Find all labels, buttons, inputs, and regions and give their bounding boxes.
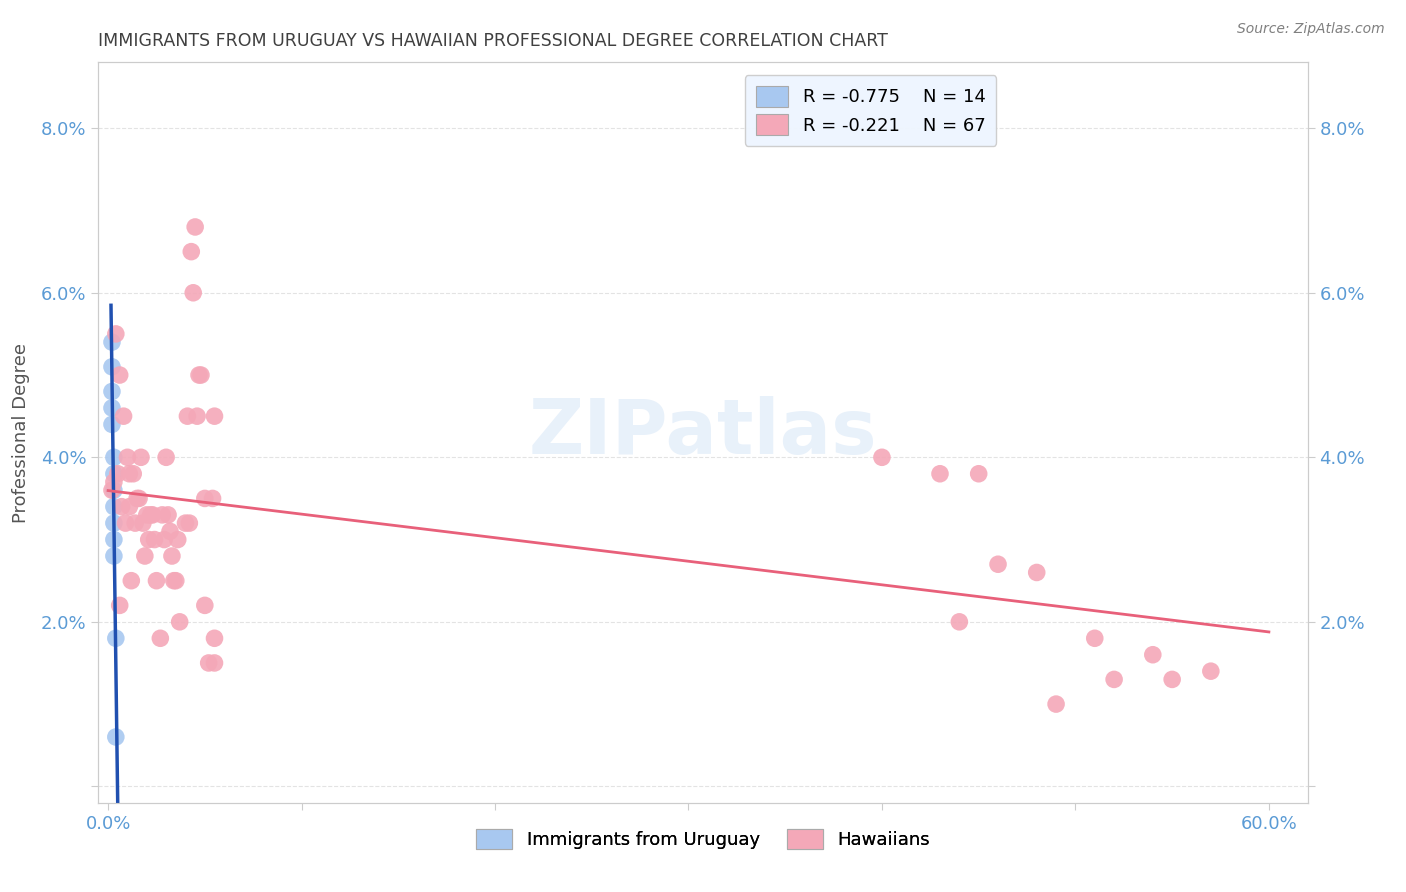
Point: [204, 656, 226, 670]
Point: [103, 467, 125, 481]
Point: [929, 467, 952, 481]
Point: [204, 632, 226, 646]
Point: [108, 368, 131, 382]
Point: [135, 508, 157, 522]
Point: [128, 491, 150, 506]
Point: [180, 244, 202, 259]
Point: [103, 475, 125, 489]
Point: [124, 516, 146, 530]
Point: [160, 549, 183, 563]
Point: [190, 368, 212, 382]
Point: [117, 450, 139, 465]
Legend: Immigrants from Uruguay, Hawaiians: Immigrants from Uruguay, Hawaiians: [468, 822, 938, 856]
Point: [122, 467, 145, 481]
Point: [169, 615, 191, 629]
Point: [948, 615, 970, 629]
Point: [179, 516, 201, 530]
Point: [165, 574, 187, 588]
Point: [186, 409, 208, 424]
Point: [1102, 673, 1125, 687]
Point: [139, 508, 162, 522]
Y-axis label: Professional Degree: Professional Degree: [11, 343, 30, 523]
Point: [1199, 664, 1222, 678]
Point: [101, 401, 124, 415]
Point: [134, 549, 156, 563]
Point: [143, 533, 166, 547]
Point: [150, 508, 173, 522]
Point: [174, 516, 197, 530]
Point: [103, 483, 125, 498]
Point: [1025, 566, 1047, 580]
Point: [1161, 673, 1184, 687]
Point: [197, 656, 219, 670]
Point: [1045, 697, 1067, 711]
Point: [103, 549, 125, 563]
Point: [103, 500, 125, 514]
Text: Source: ZipAtlas.com: Source: ZipAtlas.com: [1237, 22, 1385, 37]
Text: ZIPatlas: ZIPatlas: [529, 396, 877, 469]
Text: IMMIGRANTS FROM URUGUAY VS HAWAIIAN PROFESSIONAL DEGREE CORRELATION CHART: IMMIGRANTS FROM URUGUAY VS HAWAIIAN PROF…: [98, 32, 889, 50]
Point: [101, 359, 124, 374]
Point: [194, 491, 217, 506]
Point: [1084, 632, 1107, 646]
Point: [159, 524, 181, 539]
Point: [967, 467, 990, 481]
Point: [104, 632, 127, 646]
Point: [127, 491, 149, 506]
Point: [194, 599, 217, 613]
Point: [103, 533, 125, 547]
Point: [153, 533, 176, 547]
Point: [870, 450, 893, 465]
Point: [103, 516, 125, 530]
Point: [118, 500, 141, 514]
Point: [107, 467, 129, 481]
Point: [118, 467, 141, 481]
Point: [111, 500, 134, 514]
Point: [201, 491, 224, 506]
Point: [142, 508, 165, 522]
Point: [104, 326, 127, 341]
Point: [132, 516, 155, 530]
Point: [114, 516, 136, 530]
Point: [184, 219, 207, 234]
Point: [129, 450, 152, 465]
Point: [104, 730, 127, 744]
Point: [176, 409, 198, 424]
Point: [188, 368, 211, 382]
Point: [101, 417, 124, 432]
Point: [181, 285, 204, 300]
Point: [101, 335, 124, 350]
Point: [138, 533, 160, 547]
Point: [157, 508, 180, 522]
Point: [204, 409, 226, 424]
Point: [101, 384, 124, 399]
Point: [103, 450, 125, 465]
Point: [108, 599, 131, 613]
Point: [145, 574, 167, 588]
Point: [112, 409, 135, 424]
Point: [1142, 648, 1164, 662]
Point: [987, 558, 1010, 572]
Point: [166, 533, 188, 547]
Point: [163, 574, 186, 588]
Point: [120, 574, 142, 588]
Point: [155, 450, 177, 465]
Point: [101, 483, 124, 498]
Point: [149, 632, 172, 646]
